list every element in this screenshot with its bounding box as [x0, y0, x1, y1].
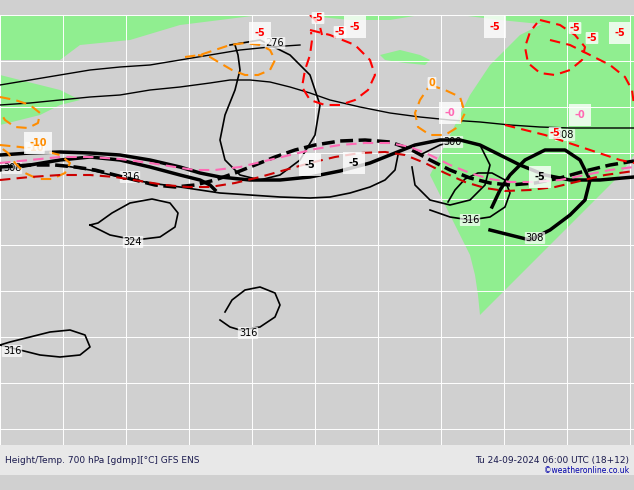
Text: Tu 24-09-2024 06:00 UTC (18+12): Tu 24-09-2024 06:00 UTC (18+12) [475, 456, 629, 465]
Text: 308: 308 [526, 233, 544, 243]
Text: 308: 308 [3, 163, 21, 173]
Text: 276: 276 [266, 38, 284, 48]
Polygon shape [0, 15, 634, 60]
Text: -5: -5 [313, 13, 323, 23]
Text: -5: -5 [614, 28, 625, 38]
Text: 300: 300 [444, 137, 462, 147]
Text: -5: -5 [550, 128, 560, 138]
Text: -5: -5 [534, 172, 545, 182]
Text: -5: -5 [586, 33, 597, 43]
Text: -5: -5 [489, 22, 500, 32]
Text: 316: 316 [3, 346, 21, 356]
Text: Height/Temp. 700 hPa [gdmp][°C] GFS ENS: Height/Temp. 700 hPa [gdmp][°C] GFS ENS [5, 456, 200, 465]
Bar [0, 445, 634, 475]
Polygon shape [380, 50, 430, 65]
Text: -5: -5 [349, 158, 359, 168]
Polygon shape [0, 75, 80, 125]
Text: 324: 324 [124, 237, 142, 247]
Text: -5: -5 [255, 28, 266, 38]
Text: -10: -10 [26, 143, 44, 153]
Text: 316: 316 [461, 215, 479, 225]
Text: -10: -10 [29, 138, 47, 148]
Text: 316: 316 [239, 328, 257, 338]
Text: -0: -0 [574, 110, 585, 120]
Text: -5: -5 [349, 22, 360, 32]
Text: -0: -0 [444, 108, 455, 118]
Polygon shape [430, 15, 634, 315]
Text: 0: 0 [429, 78, 436, 88]
Text: -5: -5 [569, 23, 580, 33]
Text: -5: -5 [335, 27, 346, 37]
Text: 308: 308 [556, 130, 574, 140]
Text: ©weatheronline.co.uk: ©weatheronline.co.uk [544, 466, 629, 474]
Text: -5: -5 [304, 160, 315, 170]
Text: 316: 316 [121, 172, 139, 182]
